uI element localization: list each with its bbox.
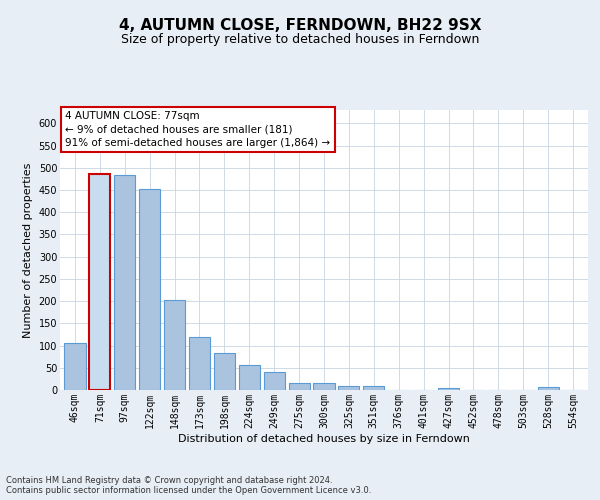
Bar	[189, 336, 210, 390]
Bar	[114, 175, 136, 390]
Bar	[164, 300, 185, 390]
X-axis label: Distribution of detached houses by size in Ferndown: Distribution of detached houses by size …	[178, 434, 470, 444]
Bar	[139, 188, 160, 390]
Text: Size of property relative to detached houses in Ferndown: Size of property relative to detached ho…	[121, 32, 479, 46]
Bar	[538, 387, 559, 390]
Bar	[214, 353, 235, 390]
Text: 4, AUTUMN CLOSE, FERNDOWN, BH22 9SX: 4, AUTUMN CLOSE, FERNDOWN, BH22 9SX	[119, 18, 481, 32]
Bar	[263, 372, 285, 390]
Bar	[89, 174, 110, 390]
Bar	[363, 386, 385, 390]
Text: 4 AUTUMN CLOSE: 77sqm
← 9% of detached houses are smaller (181)
91% of semi-deta: 4 AUTUMN CLOSE: 77sqm ← 9% of detached h…	[65, 112, 331, 148]
Bar	[239, 364, 260, 390]
Bar	[338, 386, 359, 390]
Bar	[289, 384, 310, 390]
Bar	[438, 388, 459, 390]
Bar	[313, 384, 335, 390]
Y-axis label: Number of detached properties: Number of detached properties	[23, 162, 33, 338]
Bar	[64, 344, 86, 390]
Text: Contains HM Land Registry data © Crown copyright and database right 2024.
Contai: Contains HM Land Registry data © Crown c…	[6, 476, 371, 495]
